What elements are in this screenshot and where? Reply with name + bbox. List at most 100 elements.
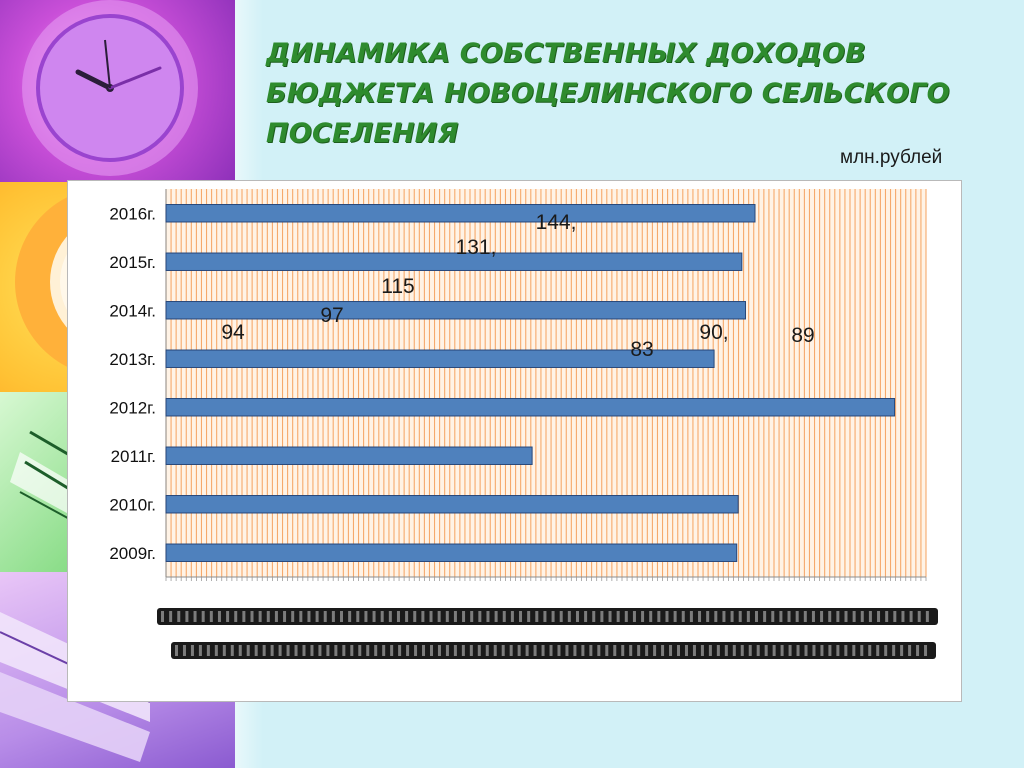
tick-label-smear-gap (177, 611, 181, 622)
tick-label-smear-gap (286, 645, 290, 656)
tick-label-smear-gap (364, 611, 368, 622)
tick-label-smear-gap (278, 645, 282, 656)
tick-label-smear-gap (209, 611, 213, 622)
tick-label-smear-gap (732, 645, 736, 656)
tick-label-smear-gap (700, 645, 704, 656)
tick-label-smear-gap (605, 645, 609, 656)
tick-label-smear-gap (185, 611, 189, 622)
tick-label-smear-gap (274, 611, 278, 622)
tick-label-smear-gap (230, 645, 234, 656)
tick-label-smear-gap (665, 611, 669, 622)
tick-label-smear-gap (390, 645, 394, 656)
data-label: 94 (221, 321, 245, 344)
tick-label-smear-gap (804, 645, 808, 656)
tick-label-smear-gap (632, 611, 636, 622)
tick-label-smear-gap (559, 611, 563, 622)
tick-label-smear-gap (461, 645, 465, 656)
tick-label-smear-gap (581, 645, 585, 656)
data-label: 89 (791, 324, 814, 347)
tick-label-smear-gap (645, 645, 649, 656)
tick-label-smear-gap (677, 645, 681, 656)
tick-label-smear-gap (637, 645, 641, 656)
tick-label-smear-gap (724, 645, 728, 656)
tick-label-smear-gap (860, 611, 864, 622)
tick-label-smear-gap (380, 611, 384, 622)
tick-label-smear-gap (331, 611, 335, 622)
tick-label-smear-gap (356, 611, 360, 622)
tick-label-smear-gap (161, 611, 164, 622)
tick-label-smear (157, 608, 938, 625)
tick-label-smear-gap (405, 611, 409, 622)
tick-label-smear-gap (549, 645, 553, 656)
tick-label-smear-gap (242, 611, 246, 622)
tick-label-smear-gap (525, 645, 529, 656)
tick-label-smear-gap (917, 611, 921, 622)
data-label: 97 (320, 304, 343, 327)
tick-label-smear-gap (551, 611, 555, 622)
data-label: 90, (699, 321, 728, 344)
tick-label-smear-gap (657, 611, 661, 622)
tick-label-smear-gap (250, 611, 254, 622)
tick-label-smear-gap (193, 611, 197, 622)
tick-label-smear-gap (291, 611, 295, 622)
tick-label-smear-gap (396, 611, 400, 622)
tick-label-smear-gap (169, 611, 173, 622)
tick-label-smear-gap (270, 645, 274, 656)
tick-label-smear-gap (649, 611, 653, 622)
tick-label-smear-gap (746, 611, 750, 622)
tick-label-smear-gap (214, 645, 218, 656)
tick-label-smear-gap (828, 611, 832, 622)
tick-label-smear-gap (820, 645, 824, 656)
tick-label-smear-gap (900, 645, 904, 656)
tick-label-smear-gap (748, 645, 752, 656)
tick-label-smear-gap (597, 645, 601, 656)
tick-label-smear-gap (692, 645, 696, 656)
tick-label-smear-gap (779, 611, 783, 622)
bar (165, 349, 715, 368)
tick-label-smear-gap (413, 611, 417, 622)
tick-label-smear-gap (527, 611, 531, 622)
tick-label-smear-gap (852, 611, 856, 622)
tick-label-smear-gap (557, 645, 561, 656)
tick-label-smear-gap (708, 645, 712, 656)
tick-label-smear-gap (756, 645, 760, 656)
tick-label-smear-gap (613, 645, 617, 656)
tick-label-smear-gap (366, 645, 370, 656)
tick-label-smear-gap (641, 611, 645, 622)
tick-label-smear-gap (788, 645, 792, 656)
tick-label-smear-gap (852, 645, 856, 656)
tick-label-smear-gap (844, 611, 848, 622)
tick-label-smear-gap (740, 645, 744, 656)
category-label: 2015г. (109, 253, 156, 272)
tick-label-smear-gap (493, 645, 497, 656)
tick-label-smear-gap (812, 645, 816, 656)
tick-label-smear-gap (836, 645, 840, 656)
tick-label-smear-gap (893, 611, 897, 622)
tick-label-smear-gap (828, 645, 832, 656)
tick-label-smear-gap (661, 645, 665, 656)
tick-label-smear-gap (519, 611, 523, 622)
tick-label-smear-gap (485, 645, 489, 656)
tick-label-smear-gap (501, 645, 505, 656)
tick-label-smear-gap (382, 645, 386, 656)
tick-label-smear-gap (254, 645, 258, 656)
tick-label-smear-gap (445, 645, 449, 656)
tick-label-smear-gap (494, 611, 498, 622)
tick-label-smear-gap (421, 611, 425, 622)
tick-label-smear-gap (477, 645, 481, 656)
tick-label-smear-gap (374, 645, 378, 656)
tick-label-smear-gap (350, 645, 354, 656)
tick-label-smear-gap (486, 611, 490, 622)
tick-label-smear-gap (738, 611, 742, 622)
tick-label-smear-gap (175, 645, 178, 656)
tick-label-smear-gap (517, 645, 521, 656)
bar (165, 543, 738, 562)
tick-label-smear-gap (182, 645, 186, 656)
tick-label-smear-gap (629, 645, 633, 656)
tick-label-smear-gap (406, 645, 410, 656)
tick-label-smear-gap (470, 611, 474, 622)
unit-label: млн.рублей (840, 147, 943, 168)
tick-label-smear-gap (754, 611, 758, 622)
tick-label-smear-gap (763, 611, 767, 622)
data-label: 144, (536, 211, 577, 234)
